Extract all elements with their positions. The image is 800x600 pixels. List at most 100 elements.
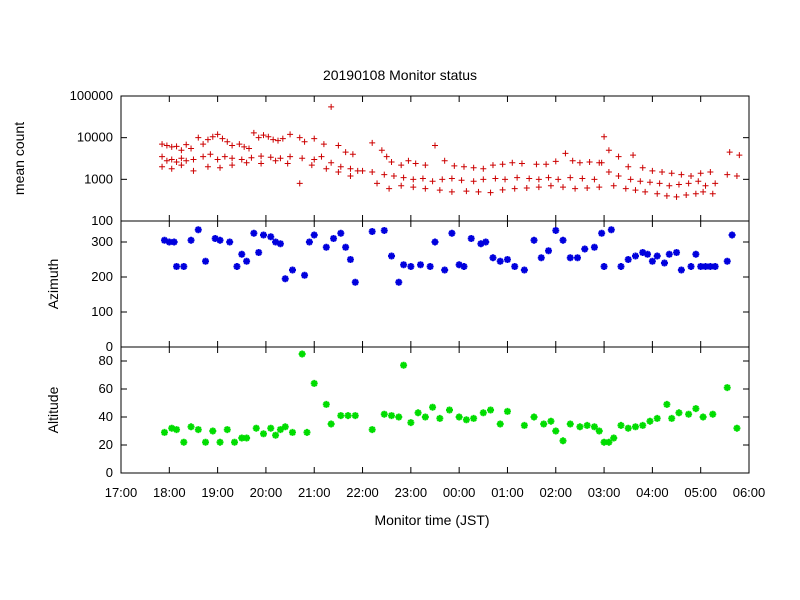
- data-point: [327, 420, 335, 428]
- data-point: [648, 257, 656, 265]
- data-point: [359, 167, 366, 174]
- data-point: [617, 263, 625, 270]
- data-point: [221, 153, 228, 160]
- data-point: [410, 176, 417, 183]
- data-point: [470, 164, 477, 171]
- data-point: [632, 187, 639, 194]
- data-point: [407, 263, 415, 270]
- data-point: [523, 184, 530, 191]
- data-point: [627, 176, 634, 183]
- data-point: [380, 226, 388, 234]
- data-point: [479, 409, 487, 417]
- data-point: [605, 147, 612, 154]
- data-point: [226, 238, 234, 246]
- data-point: [596, 184, 603, 191]
- panel-frame-0: [120, 95, 750, 222]
- data-point: [347, 165, 354, 172]
- panel-2: 0 20 40 60 80 Altitude: [45, 346, 750, 480]
- data-point: [511, 185, 518, 192]
- data-point: [270, 136, 277, 143]
- data-point: [518, 160, 525, 167]
- data-point: [535, 176, 542, 183]
- data-point: [395, 413, 403, 421]
- y-tick-label: 0: [106, 465, 113, 480]
- x-tick-label: 23:00: [395, 485, 428, 500]
- data-point: [229, 162, 236, 169]
- data-point: [287, 131, 294, 138]
- data-point: [323, 165, 330, 172]
- data-point: [305, 238, 313, 246]
- data-point: [368, 228, 376, 235]
- data-point: [540, 420, 548, 428]
- data-point: [499, 186, 506, 193]
- data-point: [311, 156, 318, 163]
- data-point: [378, 147, 385, 154]
- data-point: [301, 271, 309, 279]
- data-point: [617, 421, 625, 429]
- data-point: [591, 176, 598, 183]
- data-point: [288, 428, 296, 436]
- data-point: [223, 426, 231, 434]
- data-point: [308, 162, 315, 169]
- data-point: [460, 163, 467, 170]
- data-point: [368, 426, 376, 434]
- x-tick-label: 04:00: [636, 485, 669, 500]
- data-point: [328, 159, 335, 166]
- data-point: [342, 149, 349, 156]
- data-point: [688, 173, 695, 180]
- data-point: [241, 143, 248, 150]
- data-point: [414, 409, 422, 417]
- data-point: [369, 139, 376, 146]
- data-point: [337, 229, 345, 237]
- data-point: [462, 416, 470, 424]
- data-point: [665, 250, 673, 258]
- data-point: [673, 249, 681, 256]
- data-point: [303, 428, 311, 436]
- data-point: [502, 176, 509, 183]
- data-point: [598, 229, 606, 237]
- data-point: [422, 162, 429, 169]
- data-point: [426, 263, 434, 270]
- data-point: [625, 163, 632, 170]
- data-point: [615, 173, 622, 180]
- data-point: [180, 438, 188, 446]
- y-tick-label: 100000: [70, 88, 113, 103]
- data-point: [287, 153, 294, 160]
- data-point: [733, 173, 740, 180]
- data-point: [202, 438, 210, 446]
- data-point: [451, 162, 458, 169]
- data-point: [281, 423, 289, 431]
- data-point: [159, 153, 166, 160]
- data-point: [685, 180, 692, 187]
- data-point: [499, 161, 506, 168]
- data-point: [260, 132, 267, 139]
- panel-frame-2: [120, 346, 750, 474]
- data-point: [204, 163, 211, 170]
- data-point: [330, 235, 338, 242]
- x-axis-label: Monitor time (JST): [374, 512, 489, 528]
- data-point: [610, 434, 618, 442]
- data-point: [322, 400, 330, 408]
- data-point: [195, 134, 202, 141]
- data-point: [178, 162, 185, 169]
- data-point: [566, 254, 574, 262]
- data-point: [168, 165, 175, 172]
- data-point: [590, 423, 598, 431]
- data-point: [458, 177, 465, 184]
- data-point: [586, 159, 593, 166]
- data-point: [217, 164, 224, 171]
- x-tick-label: 00:00: [443, 485, 476, 500]
- data-point: [383, 153, 390, 160]
- data-point: [260, 430, 268, 438]
- data-point: [296, 134, 303, 141]
- data-point: [709, 190, 716, 197]
- data-point: [487, 189, 494, 196]
- data-point: [489, 254, 497, 262]
- data-point: [559, 437, 567, 445]
- data-point: [736, 152, 743, 159]
- data-point: [194, 226, 202, 234]
- data-point: [630, 152, 637, 159]
- data-point: [615, 153, 622, 160]
- data-point: [712, 180, 719, 187]
- data-point: [183, 141, 190, 148]
